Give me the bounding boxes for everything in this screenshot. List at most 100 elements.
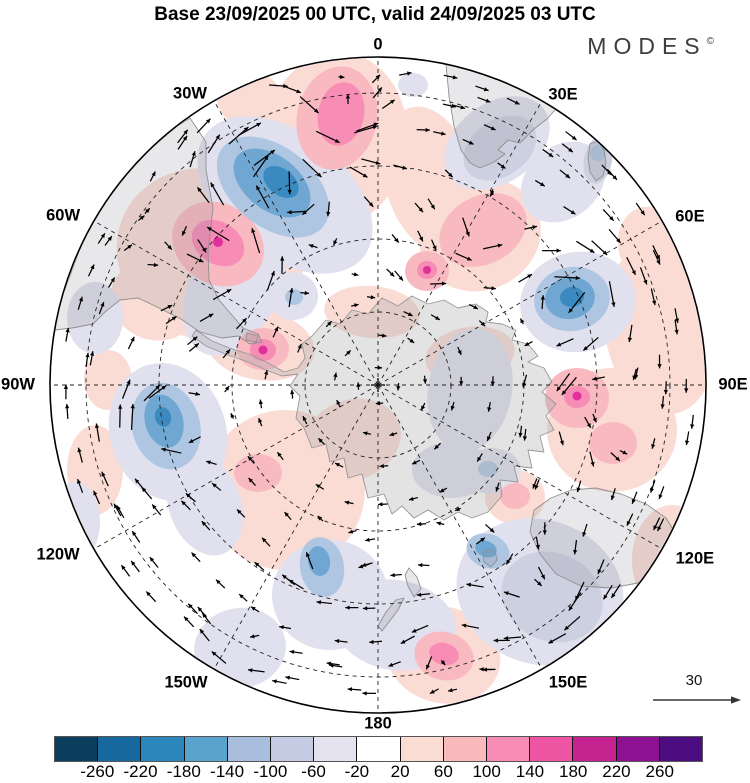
wind-arrow [608,228,622,244]
wind-arrows [63,71,695,696]
anomaly-blob [429,642,459,666]
wind-arrow [316,600,333,605]
wind-arrow [592,413,597,423]
wind-arrow [181,225,188,236]
wind-arrow [285,675,300,681]
wind-arrow [289,649,303,655]
wind-arrow [626,256,637,276]
wind-arrow [120,564,131,577]
wind-arrow [663,381,669,395]
colorbar-segment [573,737,617,761]
anomaly-blob [303,398,401,482]
wind-arrow [444,169,454,178]
wind-arrow [344,349,352,357]
wind-arrow [272,326,279,338]
anomaly-blob [590,145,606,161]
longitude-label-30W: 30W [173,84,207,102]
wind-arrow [503,635,522,641]
wind-arrow [123,244,133,252]
wind-arrow [690,414,695,429]
wind-arrow [485,524,495,533]
wind-arrow [363,196,374,208]
meridian-line [377,220,663,386]
wind-arrow [685,431,690,446]
longitude-label-180: 180 [364,714,392,732]
wind-arrow [188,436,201,444]
colorbar-tick: -60 [301,762,326,781]
wind-arrow [371,74,381,84]
longitude-label-0: 0 [373,35,382,53]
wind-arrow [375,401,384,406]
wind-arrow [261,537,271,547]
colorbar-segment [487,737,531,761]
wind-arrow [287,171,292,195]
wind-arrow [461,623,480,629]
wind-arrow [94,423,100,442]
wind-arrow [495,482,500,492]
colorbar-tick: 60 [433,762,453,781]
anomaly-blob [439,193,527,267]
wind-arrow [302,158,322,178]
modes-logo-text: MODES [587,33,707,59]
wind-arrow [524,225,538,230]
wind-arrow [381,99,396,110]
wind-arrow [188,342,200,352]
wind-arrow [425,656,433,670]
wind-arrow [635,202,646,216]
wind-arrow [433,131,446,136]
wind-arrow [365,537,376,542]
wind-arrow [348,529,357,534]
wind-arrow [466,582,484,588]
wind-arrow [462,138,474,145]
wind-arrow [532,478,538,489]
anomaly-blob [412,442,492,498]
wind-arrow [336,399,341,408]
wind-arrow [191,552,201,563]
wind-arrow [584,416,592,429]
wind-arrow [315,483,325,490]
colorbar-tick: 100 [472,762,501,781]
wind-arrow [556,338,574,347]
wind-arrow [362,606,376,611]
wind-arrow [561,376,577,396]
wind-arrow [276,451,284,461]
wind-arrow [455,252,472,261]
wind-arrow [459,376,464,386]
wind-arrow [224,385,230,393]
wind-arrow [134,478,147,492]
wind-arrow [334,638,348,644]
colorbar-tick: 220 [602,762,631,781]
wind-arrow [118,404,123,428]
wind-arrow [556,373,571,392]
anomaly-blob [398,73,428,97]
wind-arrow [356,122,379,132]
wind-arrow [197,239,207,253]
wind-arrow [399,71,412,76]
wind-arrow [326,661,340,666]
colorbar-segment [659,737,703,761]
meridian-line [93,220,379,386]
wind-arrow [518,273,533,283]
wind-arrow [554,275,581,281]
wind-arrow [610,584,621,599]
wind-arrow [565,131,577,141]
wind-arrow [349,166,368,178]
wind-arrow [272,679,287,684]
wind-arrow [608,281,616,307]
wind-arrow [522,428,528,441]
wind-arrow [497,162,506,169]
wind-arrow [420,402,426,411]
wind-arrow [199,628,210,642]
colorbar-segment [271,737,315,761]
wind-arrow [548,633,567,644]
wind-arrow [652,249,661,265]
wind-arrow [344,500,354,505]
colorbar-tick: -20 [344,762,370,781]
wind-arrow [77,447,83,463]
wind-arrow [121,379,131,399]
wind-arrow [210,182,225,206]
wind-arrow [439,487,448,493]
colorbar-tick: -220 [123,762,158,781]
wind-arrow [315,130,340,144]
wind-arrow [250,606,260,613]
